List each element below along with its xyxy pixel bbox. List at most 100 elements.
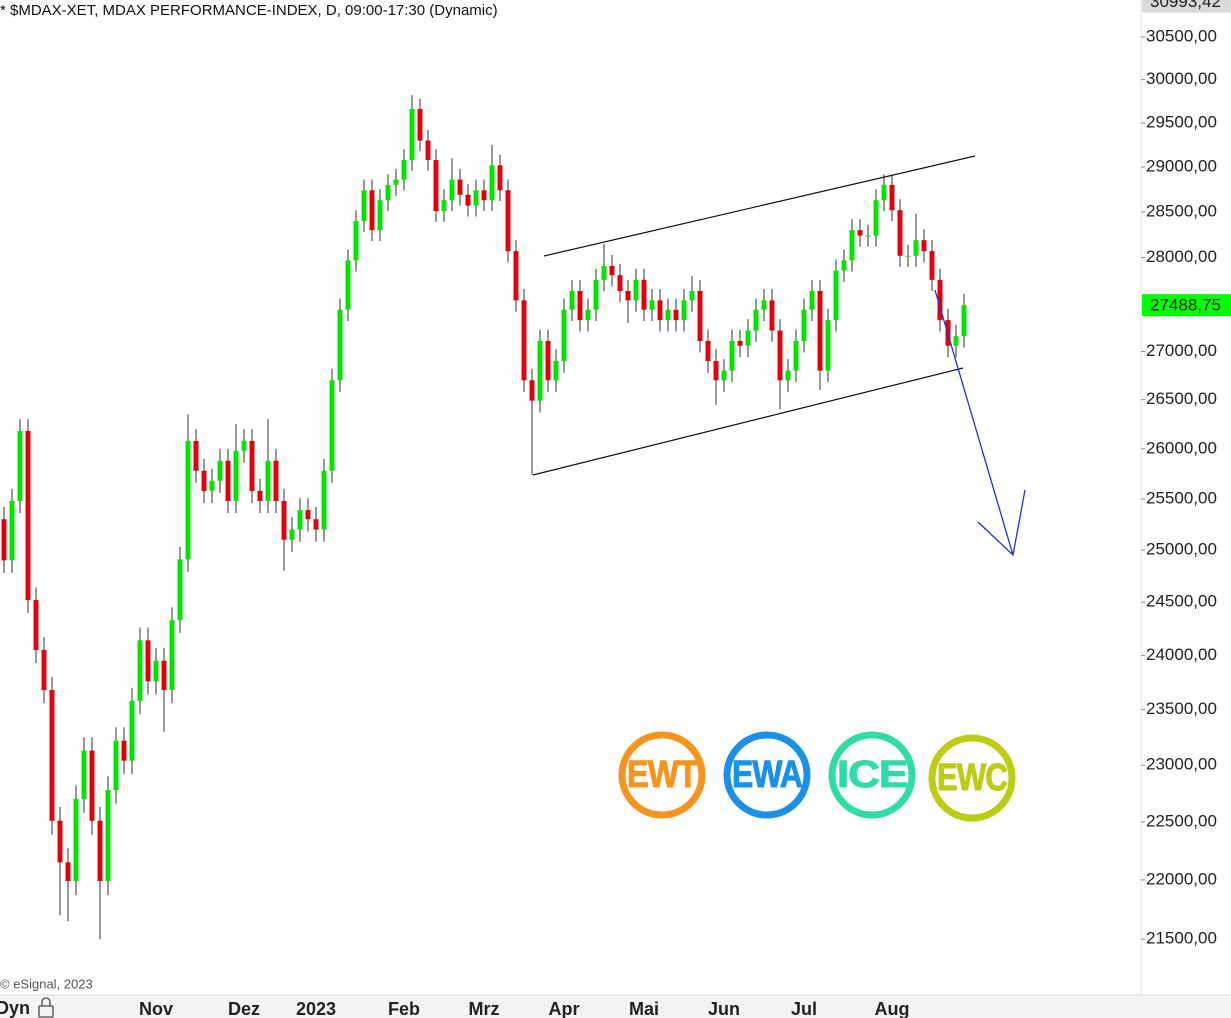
candle-body [161,660,167,691]
candle-body [961,305,967,337]
candle-body [489,165,495,201]
candle-body [593,279,599,310]
candle-body [585,309,591,321]
candle-body [481,190,487,201]
candle-body [105,789,111,882]
candle-body [881,184,887,201]
y-tick-label: 30500,00 [1146,26,1217,45]
candle-body [313,519,319,530]
candle-body [649,300,655,310]
candle-body [513,251,519,301]
candle-body [137,640,143,701]
x-tick-label: Jun [708,999,740,1018]
candle-body [617,275,623,292]
candle-body [377,200,383,231]
candle-body [177,559,183,621]
candle-body [385,184,391,201]
candle-body [673,309,679,321]
candle-body [553,361,559,381]
candle-body [449,179,455,201]
candle-body [761,300,767,310]
y-tick-label: 24000,00 [1146,645,1217,664]
candle-body [737,340,743,346]
x-tick-label: Dez [228,999,260,1018]
candle-body [289,529,295,540]
candle-body [937,279,943,321]
candle-body [337,309,343,381]
price-axis-panel [1141,0,1231,995]
candle-body [817,291,823,371]
y-tick-label: 21500,00 [1146,929,1217,948]
candle-body [265,460,271,501]
candle-body [1,519,7,561]
candle-body [529,380,535,401]
x-tick-label: Apr [549,999,580,1018]
candle-body [425,140,431,160]
candle-body [305,510,311,520]
logo-text: EWA [732,754,802,796]
candle-body [369,190,375,231]
candle-body [65,862,71,882]
candle-body [705,340,711,362]
y-tick-label: 22000,00 [1146,869,1217,888]
logo-ring [928,734,1016,822]
candle-body [297,510,303,530]
candle-body [849,230,855,261]
candle-body [233,450,239,501]
candle-body [569,291,575,310]
candle-body [793,340,799,371]
candle-body [417,109,423,141]
candle-body [465,194,471,206]
candle-body [9,500,15,561]
candle-body [153,660,159,682]
candle-body [145,640,151,682]
logo-text: EWC [937,757,1007,799]
candle-body [809,291,815,310]
y-tick-label: 25500,00 [1146,488,1217,507]
candle-body [753,309,759,331]
candle-body [665,309,671,321]
candle-body [345,260,351,310]
candle-body [281,500,287,540]
candle-body [441,200,447,212]
candle-body [473,190,479,206]
y-tick-label: 30000,00 [1146,69,1217,88]
candle-body [681,300,687,321]
candle-body [185,440,191,560]
candle-body [905,255,911,257]
candle-body [329,380,335,471]
x-tick-label: Jul [791,999,817,1018]
lower-trendline [532,367,964,476]
candle-body [745,330,751,346]
y-tick-label: 29500,00 [1146,112,1217,131]
logo-text: EWT [627,754,698,796]
candle-body [241,440,247,451]
candle-body [193,440,199,471]
watermark: © eSignal, 2023 [0,976,93,991]
logo-ring [828,731,916,819]
y-tick-label: 28000,00 [1146,247,1217,266]
candle-body [801,309,807,341]
forecast-arrow [934,289,1026,557]
candle-body [889,184,895,211]
candle-body [433,159,439,212]
x-tick-label: Nov [139,999,173,1018]
candle-body [601,265,607,280]
candle-body [409,109,415,160]
candle-body [577,291,583,321]
candle-body [113,740,119,790]
y-tick-label: 28500,00 [1146,201,1217,220]
candle-body [689,291,695,301]
candle-body [225,460,231,501]
candle-body [57,820,63,863]
candle-body [721,370,727,381]
candle-body [777,330,783,381]
candle-body [273,460,279,501]
y-tick-label: 23000,00 [1146,755,1217,774]
candle-body [73,799,79,882]
y-tick-label: 27000,00 [1146,341,1217,360]
candle-body [873,200,879,236]
candle-body [393,179,399,185]
candle-body [953,336,959,346]
